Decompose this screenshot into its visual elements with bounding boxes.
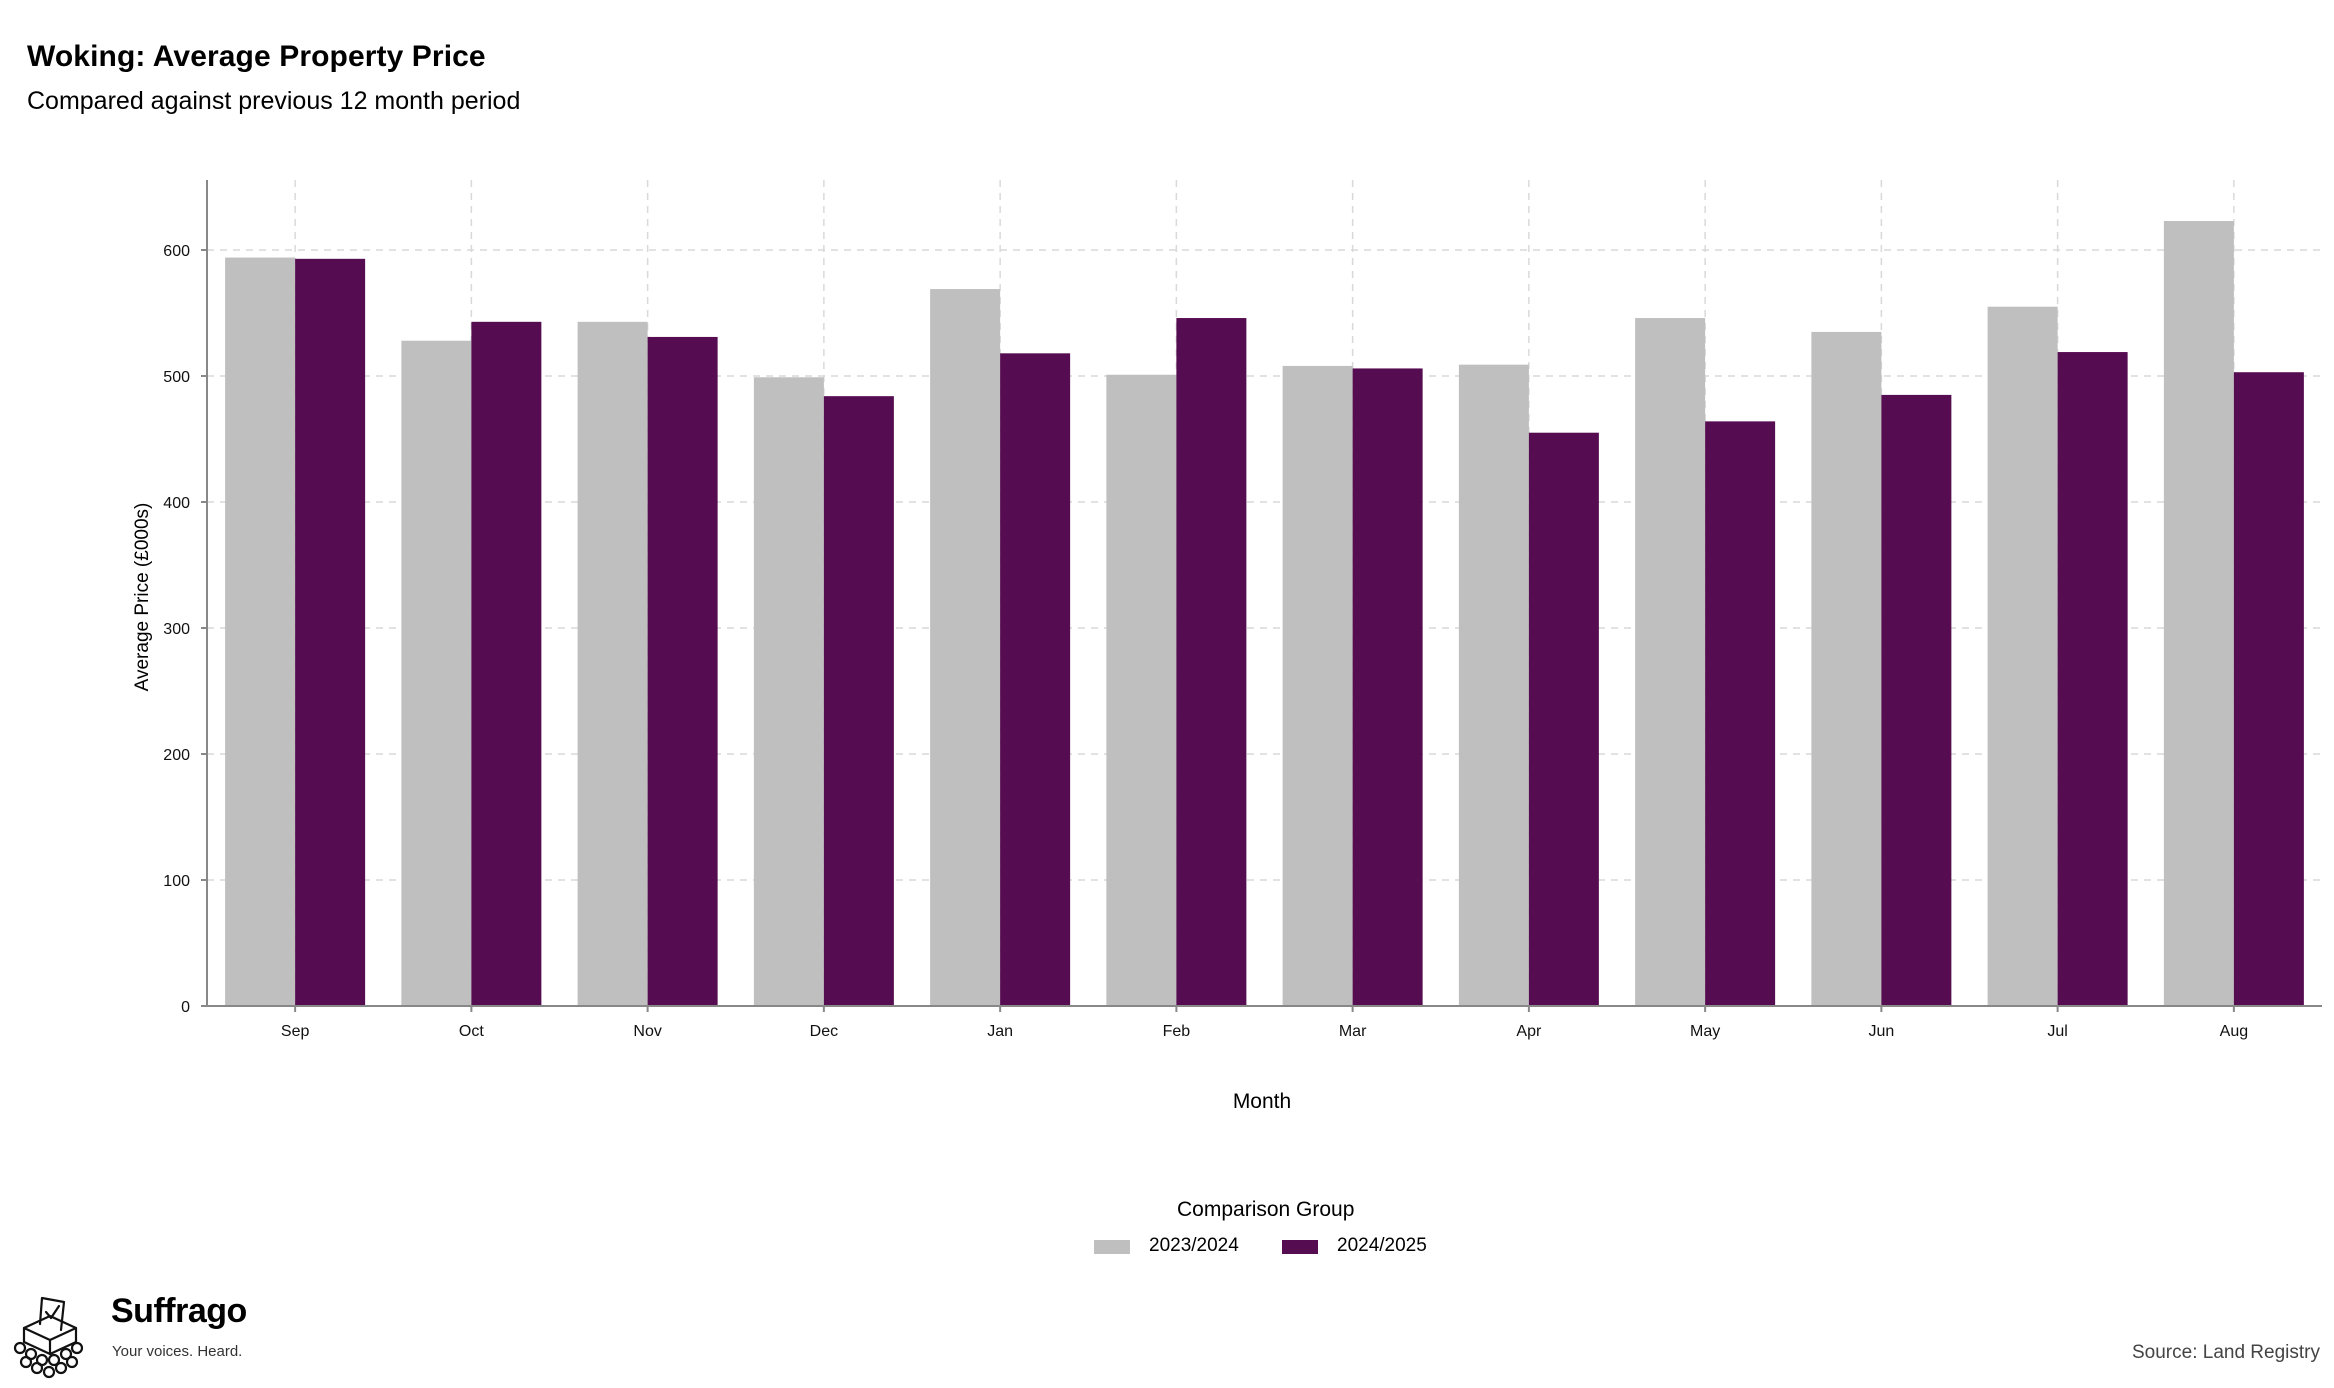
bar-2023-2024-nov: [577, 321, 648, 1006]
bar-2023-2024-aug: [2163, 221, 2234, 1006]
legend-swatch-2024-2025: [1282, 1240, 1318, 1254]
y-tick-label: 600: [163, 243, 190, 260]
x-tick-label: Oct: [459, 1023, 484, 1040]
brand-logo: Suffrago Your voices. Heard.: [12, 1292, 272, 1382]
bars: [225, 221, 2304, 1007]
bar-2024-2025-sep: [295, 258, 366, 1006]
x-tick-label: Feb: [1163, 1023, 1191, 1040]
y-tick-label: 0: [181, 999, 190, 1016]
x-tick-label: Apr: [1516, 1023, 1542, 1040]
bar-2023-2024-jul: [1987, 306, 2058, 1006]
y-tick-label: 200: [163, 747, 190, 764]
legend-label-2024-2025: 2024/2025: [1337, 1235, 1427, 1256]
source-note: Source: Land Registry: [2132, 1342, 2320, 1363]
bar-2024-2025-aug: [2233, 372, 2304, 1007]
bar-2023-2024-jun: [1811, 331, 1882, 1006]
bar-2023-2024-mar: [1282, 365, 1353, 1006]
bar-2024-2025-jan: [1000, 353, 1071, 1006]
bar-2023-2024-dec: [753, 377, 824, 1006]
ballot-box-icon: [13, 1296, 84, 1379]
y-tick-label: 100: [163, 873, 190, 890]
bar-2023-2024-apr: [1458, 364, 1529, 1006]
x-tick-labels: Sep Oct Nov Dec Jan Feb Mar Apr May Jun Jul Aug: [281, 1023, 2248, 1040]
x-tick-label: Jan: [987, 1023, 1013, 1040]
bar-2023-2024-may: [1635, 318, 1706, 1006]
bar-2024-2025-apr: [1528, 432, 1599, 1006]
bar-2023-2024-oct: [401, 340, 472, 1007]
y-tick-label: 300: [163, 621, 190, 638]
brand-tagline: Your voices. Heard.: [112, 1343, 243, 1360]
bar-chart: 0 100 200 300 400 500 600 Sep Oct Nov Dec Jan Feb Ma…: [132, 180, 2322, 1113]
grid-lines: [207, 180, 2322, 1006]
bar-2023-2024-feb: [1106, 374, 1177, 1006]
bar-2024-2025-jun: [1881, 394, 1952, 1006]
bar-2024-2025-dec: [823, 396, 894, 1006]
legend-label-2023-2024: 2023/2024: [1149, 1235, 1239, 1256]
x-tick-label: Jul: [2047, 1023, 2067, 1040]
bar-2024-2025-may: [1705, 421, 1776, 1006]
brand-name: Suffrago: [111, 1292, 247, 1330]
legend-title: Comparison Group: [1177, 1198, 1355, 1221]
x-tick-label: Jun: [1868, 1023, 1894, 1040]
chart-title: Woking: Average Property Price: [27, 40, 486, 73]
y-tick-label: 500: [163, 369, 190, 386]
bar-2024-2025-feb: [1176, 318, 1247, 1006]
bar-2023-2024-jan: [930, 289, 1001, 1006]
chart-subtitle: Compared against previous 12 month perio…: [27, 87, 521, 115]
x-tick-label: Aug: [2220, 1023, 2248, 1040]
y-tick-label: 400: [163, 495, 190, 512]
bar-2024-2025-oct: [471, 321, 542, 1006]
x-tick-label: May: [1690, 1023, 1720, 1040]
y-tick-labels: 0 100 200 300 400 500 600: [163, 243, 190, 1016]
x-tick-label: Dec: [810, 1023, 838, 1040]
bar-2024-2025-nov: [647, 336, 718, 1006]
x-tick-label: Nov: [633, 1023, 661, 1040]
bar-2023-2024-sep: [225, 257, 296, 1006]
legend-swatch-2023-2024: [1094, 1240, 1130, 1254]
x-tick-label: Mar: [1339, 1023, 1367, 1040]
y-axis-label: Average Price (£000s): [132, 503, 153, 692]
bar-2024-2025-jul: [2057, 352, 2128, 1006]
bar-2024-2025-mar: [1352, 368, 1423, 1006]
x-axis-label: Month: [1233, 1090, 1291, 1113]
x-tick-label: Sep: [281, 1023, 310, 1040]
axes: [201, 180, 2322, 1012]
